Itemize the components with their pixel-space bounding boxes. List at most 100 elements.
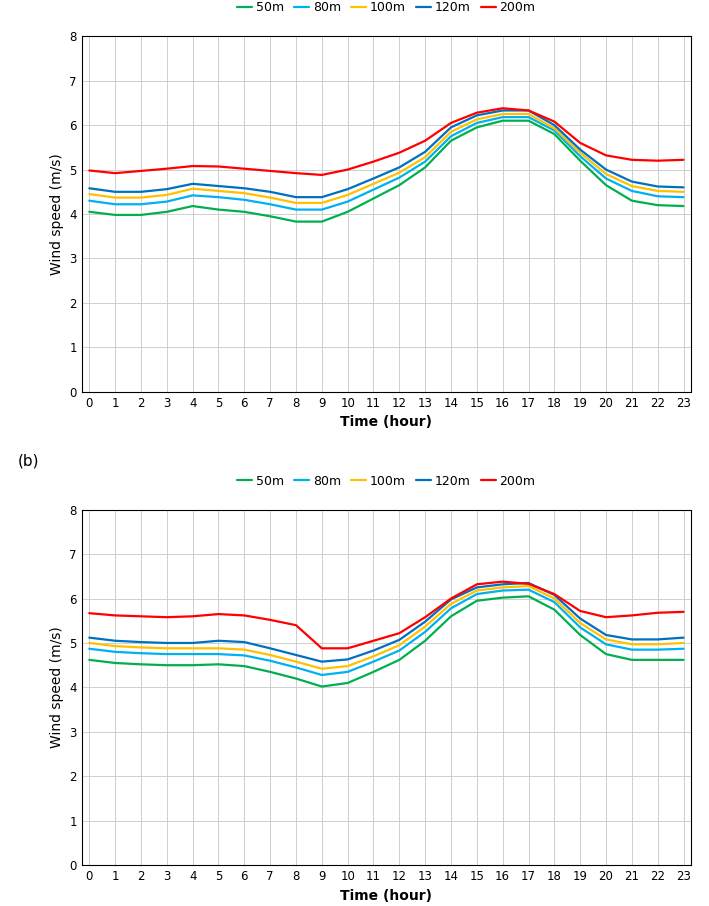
120m: [162, 184, 171, 195]
80m: [343, 667, 352, 678]
100m: [85, 188, 94, 199]
100m: [291, 198, 300, 208]
50m: [369, 193, 378, 204]
100m: [473, 114, 481, 125]
120m: [240, 637, 249, 648]
200m: [85, 165, 94, 176]
120m: [602, 630, 610, 641]
100m: [627, 180, 636, 191]
80m: [318, 204, 326, 215]
50m: [189, 660, 197, 670]
120m: [111, 635, 119, 646]
Y-axis label: Wind speed (m/s): Wind speed (m/s): [50, 627, 64, 748]
200m: [85, 608, 94, 619]
100m: [550, 123, 559, 134]
50m: [421, 162, 430, 173]
80m: [395, 645, 403, 656]
Line: 80m: 80m: [89, 117, 683, 209]
100m: [447, 599, 455, 610]
50m: [369, 667, 378, 678]
120m: [421, 616, 430, 627]
50m: [240, 660, 249, 671]
Line: 200m: 200m: [89, 108, 683, 175]
50m: [318, 217, 326, 227]
100m: [369, 651, 378, 661]
200m: [137, 611, 145, 622]
50m: [524, 591, 532, 602]
120m: [576, 144, 584, 155]
50m: [214, 204, 223, 215]
120m: [576, 613, 584, 624]
100m: [447, 126, 455, 137]
80m: [576, 150, 584, 161]
100m: [627, 639, 636, 650]
100m: [679, 187, 688, 198]
100m: [111, 641, 119, 651]
200m: [189, 160, 197, 171]
80m: [137, 648, 145, 659]
200m: [162, 612, 171, 622]
100m: [137, 192, 145, 203]
80m: [111, 198, 119, 209]
80m: [162, 649, 171, 660]
50m: [679, 654, 688, 665]
50m: [602, 179, 610, 190]
100m: [550, 593, 559, 604]
120m: [550, 120, 559, 130]
Line: 50m: 50m: [89, 120, 683, 222]
120m: [266, 187, 274, 198]
100m: [654, 186, 662, 197]
100m: [395, 640, 403, 651]
50m: [602, 649, 610, 660]
100m: [85, 638, 94, 649]
200m: [447, 593, 455, 604]
80m: [627, 186, 636, 197]
200m: [447, 118, 455, 129]
80m: [291, 662, 300, 673]
100m: [162, 189, 171, 200]
200m: [395, 628, 403, 639]
100m: [576, 148, 584, 159]
200m: [627, 154, 636, 165]
120m: [524, 577, 532, 588]
120m: [473, 110, 481, 120]
120m: [85, 632, 94, 643]
200m: [679, 606, 688, 617]
100m: [498, 582, 507, 593]
50m: [162, 660, 171, 670]
120m: [85, 183, 94, 194]
Line: 100m: 100m: [89, 114, 683, 203]
120m: [627, 176, 636, 187]
120m: [395, 162, 403, 173]
80m: [291, 204, 300, 215]
80m: [654, 644, 662, 655]
50m: [550, 129, 559, 140]
120m: [189, 638, 197, 649]
100m: [189, 183, 197, 194]
50m: [291, 673, 300, 684]
80m: [421, 156, 430, 167]
50m: [524, 115, 532, 126]
120m: [369, 645, 378, 656]
100m: [266, 192, 274, 203]
100m: [291, 656, 300, 667]
80m: [162, 197, 171, 207]
200m: [576, 138, 584, 149]
50m: [266, 667, 274, 678]
100m: [654, 639, 662, 650]
Y-axis label: Wind speed (m/s): Wind speed (m/s): [50, 153, 64, 275]
Line: 120m: 120m: [89, 583, 683, 661]
50m: [137, 209, 145, 220]
200m: [679, 154, 688, 165]
200m: [627, 610, 636, 621]
50m: [343, 678, 352, 689]
80m: [343, 197, 352, 207]
80m: [473, 589, 481, 600]
50m: [576, 630, 584, 641]
120m: [602, 164, 610, 175]
100m: [266, 650, 274, 660]
50m: [85, 207, 94, 217]
80m: [627, 644, 636, 655]
200m: [421, 612, 430, 622]
120m: [627, 634, 636, 645]
